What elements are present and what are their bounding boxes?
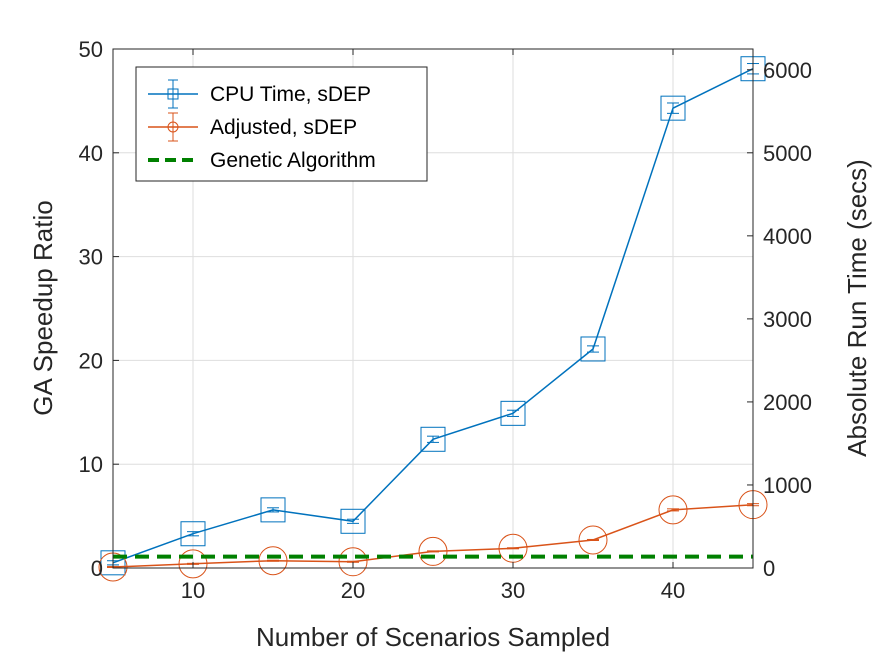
data-point: [580, 336, 606, 362]
legend-entry-ga: Genetic Algorithm: [148, 149, 376, 172]
plot-frame: [112, 48, 754, 569]
y-tick-label: 40: [79, 141, 103, 166]
data-point: [260, 497, 286, 523]
y-tick-label: 0: [91, 556, 103, 581]
data-point: [180, 521, 206, 547]
data-point: [258, 546, 288, 576]
y-tick-label: 30: [79, 245, 103, 270]
legend-entry-cpu: CPU Time, sDEP: [148, 79, 371, 109]
legend-label-cpu: CPU Time, sDEP: [210, 83, 371, 106]
legend-label-adjusted: Adjusted, sDEP: [210, 116, 357, 139]
y-tick-label: 20: [79, 348, 103, 373]
series-layer: [98, 56, 768, 582]
y2-axis-title: Absolute Run Time (secs): [842, 159, 872, 457]
data-point: [178, 549, 208, 579]
ticks: 10 20 30 40 0 10 20 30 40 50 0 1000 2000 3000 4000 5000…: [79, 37, 812, 603]
legend: CPU Time, sDEP Adjusted, sDEP Genetic Al…: [135, 66, 428, 182]
data-point: [500, 400, 526, 426]
data-point: [578, 525, 608, 555]
y-tick-label: 50: [79, 37, 103, 62]
y2-tick-label: 2000: [763, 390, 812, 415]
x-tick-label: 40: [661, 578, 685, 603]
legend-square-marker: [167, 88, 179, 100]
data-point: [418, 536, 448, 566]
x-axis-title: Number of Scenarios Sampled: [256, 622, 610, 652]
data-point: [658, 495, 688, 525]
data-point: [660, 95, 686, 121]
x-tick-label: 20: [341, 578, 365, 603]
data-point: [338, 547, 368, 577]
legend-entry-adjusted: Adjusted, sDEP: [148, 112, 357, 142]
legend-label-ga: Genetic Algorithm: [210, 149, 376, 172]
y2-tick-label: 6000: [763, 58, 812, 83]
data-point: [420, 426, 446, 452]
data-point: [340, 508, 366, 534]
y2-tick-label: 5000: [763, 141, 812, 166]
legend-circle-marker: [167, 121, 179, 133]
x-tick-label: 30: [501, 578, 525, 603]
x-tick-label: 10: [181, 578, 205, 603]
y2-tick-label: 4000: [763, 224, 812, 249]
y2-tick-label: 0: [763, 556, 775, 581]
series-1: [98, 490, 768, 582]
y-tick-label: 10: [79, 452, 103, 477]
y2-tick-label: 1000: [763, 473, 812, 498]
y2-tick-label: 3000: [763, 307, 812, 332]
y-axis-title: GA Speedup Ratio: [28, 200, 58, 415]
